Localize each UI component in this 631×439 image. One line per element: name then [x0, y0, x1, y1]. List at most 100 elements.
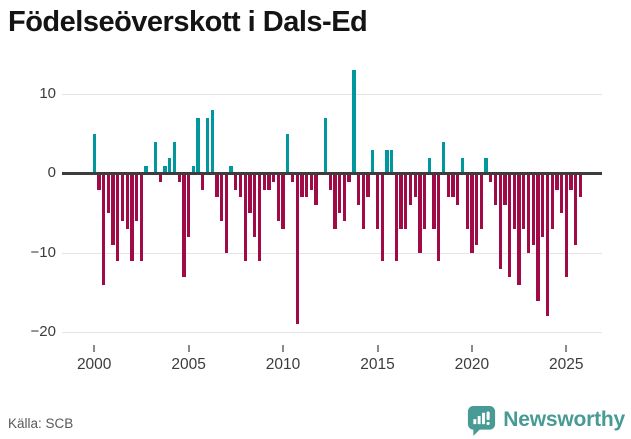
bar — [215, 175, 219, 198]
bar — [328, 175, 332, 190]
bar — [517, 175, 521, 285]
bar — [555, 175, 559, 190]
bar — [257, 175, 262, 261]
x-tick-2015 — [376, 345, 379, 352]
bar — [120, 175, 125, 222]
bar — [432, 175, 436, 230]
x-tick-label-2005: 2005 — [171, 356, 206, 373]
x-tick-2010 — [282, 345, 284, 352]
y-tick-label-m10: −10 — [30, 244, 56, 261]
bar — [111, 175, 115, 245]
x-tick-label-2000: 2000 — [76, 356, 112, 373]
bar — [385, 149, 389, 172]
newsworthy-logo: Newsworthy — [467, 403, 625, 437]
bar — [238, 175, 243, 198]
bar — [541, 175, 545, 237]
bar — [361, 175, 365, 230]
bar — [451, 175, 455, 198]
bar — [267, 175, 271, 190]
source-note: Källa: SCB — [8, 416, 74, 431]
x-tick-2020 — [470, 345, 473, 352]
x-tick-label-2010: 2010 — [265, 356, 301, 373]
bar — [564, 175, 568, 277]
bar — [569, 175, 573, 190]
bar — [366, 175, 370, 198]
bar — [290, 175, 295, 182]
bar — [479, 175, 483, 230]
bar — [465, 175, 469, 230]
bar — [470, 175, 474, 253]
bar — [243, 175, 247, 261]
bar — [168, 157, 172, 172]
bar — [333, 175, 337, 230]
x-tick-label-2020: 2020 — [454, 356, 490, 373]
bar — [220, 175, 224, 222]
bar — [474, 175, 479, 245]
bar — [92, 133, 96, 173]
bar — [342, 175, 347, 222]
bar — [177, 175, 181, 182]
bar — [437, 175, 441, 261]
bar — [399, 175, 403, 230]
bar — [276, 175, 280, 222]
zero-axis-line — [62, 172, 602, 175]
bar — [229, 165, 233, 172]
bar — [347, 175, 351, 182]
bar — [130, 175, 134, 261]
bar — [508, 175, 512, 277]
page-title: Födelseöverskott i Dals-Ed — [8, 6, 368, 38]
bar — [210, 110, 214, 172]
bar — [512, 175, 517, 230]
x-tick-2025 — [565, 345, 568, 352]
bar — [305, 175, 309, 198]
bar — [389, 149, 394, 172]
bar — [182, 175, 186, 277]
x-tick-label-2015: 2015 — [360, 356, 395, 373]
bar — [550, 175, 554, 230]
bar — [418, 175, 422, 253]
gridline-minus-10 — [62, 253, 602, 254]
bar — [158, 175, 162, 182]
bar — [380, 175, 384, 261]
bar — [196, 117, 200, 172]
bar — [352, 70, 356, 172]
bar — [323, 117, 328, 172]
bar — [172, 141, 177, 172]
bar — [338, 175, 342, 214]
bar — [153, 141, 158, 172]
y-tick-label-0: 0 — [47, 164, 56, 181]
bar — [404, 175, 408, 230]
bar — [375, 175, 380, 230]
bar — [460, 157, 465, 172]
bar — [262, 175, 266, 190]
bar — [493, 175, 498, 206]
y-tick-label-m20: −20 — [30, 323, 56, 340]
bar — [394, 175, 399, 261]
bar — [578, 175, 583, 198]
bar — [295, 175, 299, 325]
bar — [101, 175, 106, 285]
bar — [314, 175, 318, 206]
x-tick-label-2025: 2025 — [549, 356, 584, 373]
bar — [423, 175, 427, 230]
x-tick-2005 — [187, 345, 190, 352]
bar — [234, 175, 238, 190]
bar — [205, 117, 210, 172]
bar — [300, 175, 304, 198]
bar — [356, 175, 361, 206]
bar — [224, 175, 229, 253]
bar — [97, 175, 101, 190]
newsworthy-wordmark: Newsworthy — [503, 408, 625, 431]
bar — [498, 175, 502, 269]
newsworthy-badge-icon — [467, 405, 496, 436]
bar — [144, 165, 148, 172]
bar — [116, 175, 120, 261]
gridline-minus-20 — [62, 332, 602, 333]
bar — [522, 175, 526, 230]
x-tick-2000 — [93, 345, 96, 352]
bar — [526, 175, 531, 253]
bar — [106, 175, 111, 214]
bar — [489, 175, 493, 182]
bar — [125, 175, 129, 230]
bar — [163, 165, 167, 172]
